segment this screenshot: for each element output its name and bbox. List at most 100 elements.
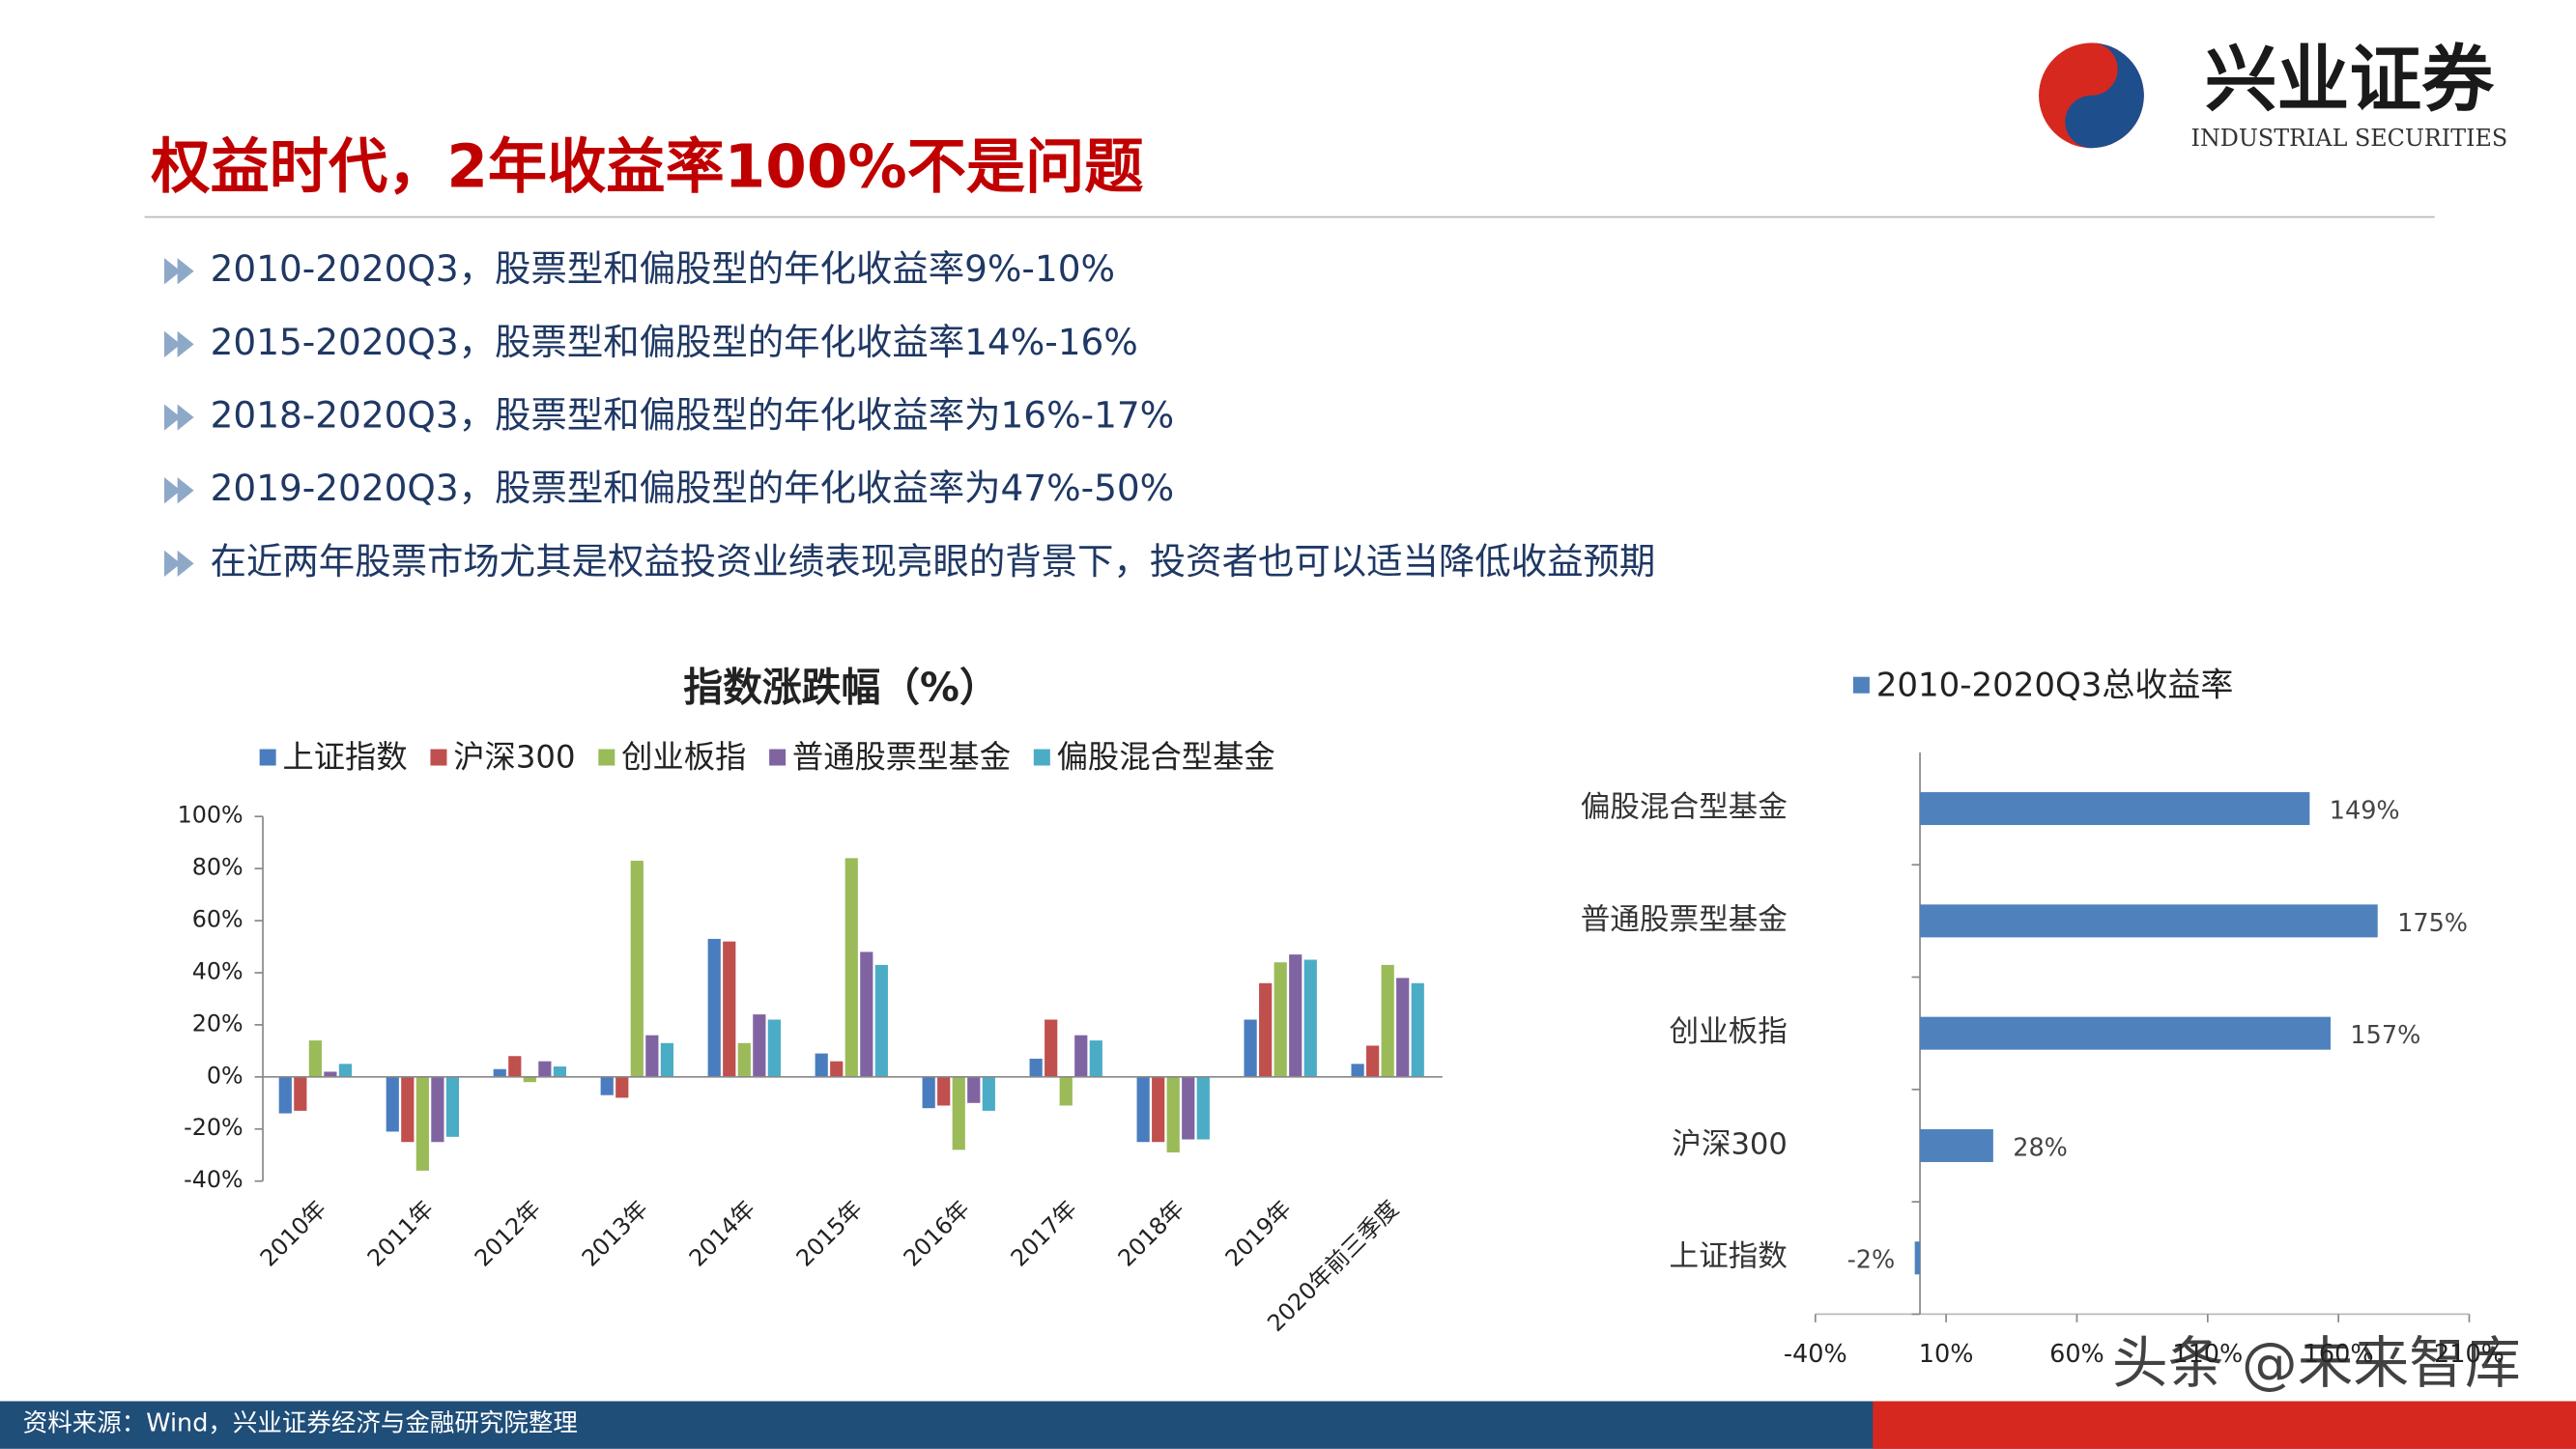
x-tick-label: -40% (1784, 1340, 1847, 1369)
bar (1244, 1019, 1257, 1077)
x-tick-label: 10% (1919, 1340, 1974, 1369)
bar (1351, 1064, 1364, 1077)
bar (1166, 1076, 1180, 1153)
legend-label: 创业板指 (621, 739, 746, 776)
bar (1920, 904, 2378, 938)
y-tick-label: 60% (192, 906, 243, 933)
y-tick-label: -20% (184, 1114, 243, 1141)
bullet-arrow (164, 258, 194, 285)
bar (1182, 1076, 1195, 1140)
x-tick-label: 60% (2049, 1340, 2104, 1369)
bar (952, 1076, 965, 1151)
bar (860, 952, 873, 1077)
bar (1074, 1035, 1088, 1077)
bar (645, 1035, 659, 1077)
bar (445, 1076, 460, 1137)
bar (1920, 1016, 2332, 1050)
legend-label: 上证指数 (282, 739, 407, 776)
bar (1303, 959, 1317, 1077)
y-tick-label: 80% (192, 854, 243, 881)
bullet-arrow (164, 550, 194, 577)
value-label: 28% (2013, 1133, 2068, 1162)
logo: 兴业证券 INDUSTRIAL SECURITIES (2039, 37, 2507, 152)
legend-swatch (430, 749, 447, 766)
bar (1411, 982, 1424, 1077)
bullet-text: 2010-2020Q3，股票型和偏股型的年化收益率9%-10% (211, 247, 1115, 290)
y-tick-label: -40% (184, 1166, 243, 1193)
footer-accent (1873, 1401, 2576, 1449)
value-label: 157% (2350, 1021, 2420, 1050)
bar (982, 1076, 995, 1111)
category-label: 创业板指 (1670, 1015, 1788, 1049)
bar (294, 1076, 307, 1111)
bar (753, 1014, 766, 1077)
logo-text: 兴业证券 (2205, 37, 2495, 122)
bar (401, 1076, 415, 1143)
legend-swatch (1033, 749, 1050, 766)
logo-subtext: INDUSTRIAL SECURITIES (2191, 125, 2508, 152)
bullet-arrow (164, 404, 194, 431)
bullet-text: 在近两年股票市场尤其是权益投资业绩表现亮眼的背景下，投资者也可以适当降低收益预期 (211, 540, 1656, 582)
bar (922, 1076, 935, 1109)
category-label: 普通股票型基金 (1581, 903, 1788, 937)
bar (1029, 1058, 1043, 1077)
bar (1920, 1128, 1993, 1162)
y-tick-label: 0% (207, 1062, 243, 1089)
value-label: 149% (2330, 796, 2400, 825)
bar (1152, 1076, 1165, 1143)
bar (844, 858, 858, 1077)
bar (874, 964, 888, 1077)
bullet-arrow (164, 330, 194, 357)
bar (1914, 1241, 1921, 1275)
bar (767, 1019, 781, 1077)
bar (707, 938, 721, 1077)
bar (386, 1076, 399, 1132)
bar (737, 1042, 751, 1077)
bar (324, 1071, 337, 1077)
bar (1136, 1076, 1150, 1143)
bar (1274, 962, 1287, 1077)
bar (553, 1066, 567, 1077)
bar (600, 1076, 614, 1095)
y-tick-label: 20% (192, 1009, 243, 1037)
slide-title: 权益时代，2年收益率100%不是问题 (150, 133, 1143, 202)
y-tick-label: 100% (178, 802, 243, 829)
bar (630, 861, 644, 1077)
category-label: 偏股混合型基金 (1581, 791, 1788, 825)
bar (1289, 954, 1302, 1077)
bar (615, 1076, 629, 1098)
legend-label: 沪深300 (453, 739, 575, 776)
bar (830, 1061, 844, 1077)
bar (1059, 1076, 1073, 1106)
logo-mark-part (2065, 43, 2144, 149)
bullet-text: 2019-2020Q3，股票型和偏股型的年化收益率为47%-50% (211, 467, 1175, 509)
bar (431, 1076, 444, 1143)
legend-swatch (1852, 676, 1870, 694)
x-tick-label: 210% (2434, 1340, 2504, 1369)
legend-swatch (598, 749, 615, 766)
bar (508, 1056, 522, 1077)
bullet-arrow (164, 477, 194, 504)
legend-label: 偏股混合型基金 (1057, 739, 1275, 776)
legend-swatch (769, 749, 787, 766)
bar (937, 1076, 951, 1106)
y-tick-label: 40% (192, 957, 243, 984)
category-label: 沪深300 (1672, 1127, 1788, 1161)
legend-label: 2010-2020Q3总收益率 (1876, 666, 2234, 704)
bar (1045, 1019, 1058, 1077)
bar (493, 1068, 506, 1077)
bar (1259, 982, 1273, 1077)
bullet-text: 2015-2020Q3，股票型和偏股型的年化收益率14%-16% (211, 321, 1138, 363)
bullet-text: 2018-2020Q3，股票型和偏股型的年化收益率为16%-17% (211, 394, 1175, 437)
value-label: -2% (1847, 1246, 1896, 1275)
value-label: 175% (2397, 909, 2468, 938)
bar (660, 1042, 673, 1077)
bar (415, 1076, 429, 1171)
bar (338, 1064, 353, 1077)
watermark: 头条 @未来智库 (2112, 1330, 2521, 1396)
bar (278, 1076, 292, 1114)
source-note: 资料来源：Wind，兴业证券经济与金融研究院整理 (23, 1408, 578, 1437)
bar (1381, 964, 1394, 1077)
